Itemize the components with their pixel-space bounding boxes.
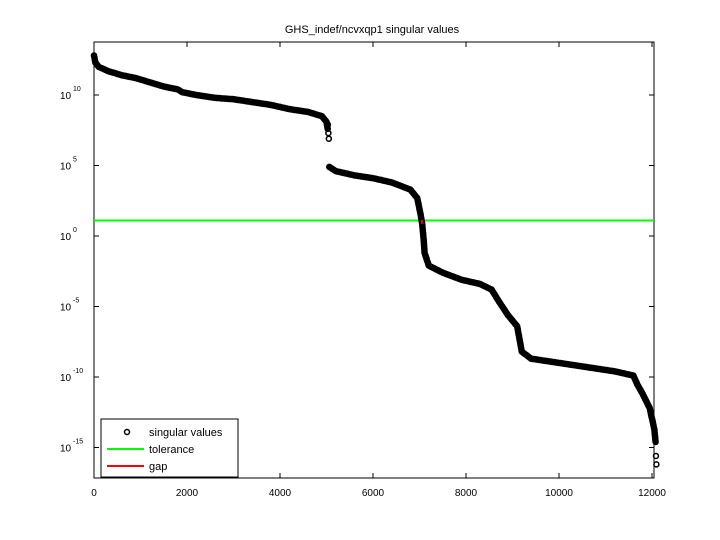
outlier-marker — [325, 129, 332, 137]
y-tick-label: 10 — [60, 444, 72, 455]
x-tick-label: 10000 — [545, 488, 573, 499]
y-tick-exponent: 10 — [73, 86, 81, 93]
outlier-marker — [325, 135, 333, 142]
outlier-marker — [324, 121, 332, 128]
legend: singular values tolerance gap — [100, 418, 239, 478]
gap-marker — [420, 219, 423, 224]
singular-values-series — [90, 52, 660, 468]
legend-label-tolerance: tolerance — [149, 444, 194, 456]
y-tick-label: 10 — [60, 162, 72, 173]
outlier-marker — [653, 461, 660, 468]
x-tick-label: 6000 — [362, 488, 385, 499]
x-tick-label: 2000 — [176, 488, 199, 499]
gap-marker — [420, 219, 423, 224]
singular-values-markers — [90, 52, 659, 446]
x-axis: 0 2000 4000 6000 8000 10000 12000 — [91, 42, 666, 499]
x-tick-label: 8000 — [455, 488, 478, 499]
y-tick-exponent: -15 — [73, 439, 83, 446]
y-tick-label: 10 — [60, 303, 72, 314]
y-tick-exponent: 0 — [73, 227, 77, 234]
y-tick-label: 10 — [60, 373, 72, 384]
x-tick-label: 12000 — [638, 488, 666, 499]
y-tick-exponent: -10 — [73, 368, 83, 375]
y-tick-label: 10 — [60, 91, 72, 102]
x-tick-label: 0 — [91, 488, 97, 499]
chart-title: GHS_indef/ncvxqp1 singular values — [285, 24, 460, 36]
legend-label-singular-values: singular values — [149, 427, 223, 439]
outlier-marker — [652, 452, 660, 460]
axes-frame — [93, 41, 655, 479]
legend-marker-circle-icon — [123, 428, 131, 436]
x-tick-label: 4000 — [269, 488, 292, 499]
legend-label-gap: gap — [149, 461, 167, 473]
y-tick-exponent: -5 — [73, 298, 79, 305]
y-tick-exponent: 5 — [73, 157, 77, 164]
y-tick-label: 10 — [60, 232, 72, 243]
